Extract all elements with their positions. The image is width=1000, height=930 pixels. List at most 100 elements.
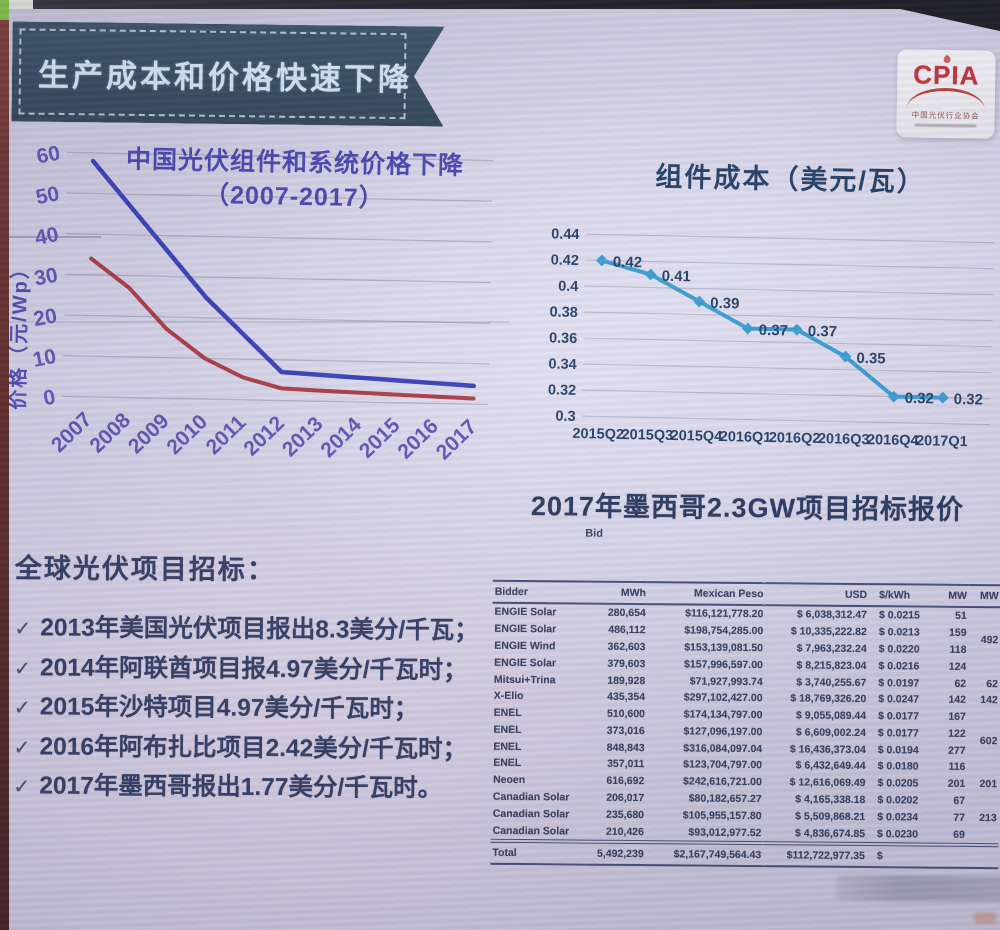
merged-mw-value: 602 (979, 734, 998, 747)
header-cell: MWh (586, 581, 649, 605)
data-label: 0.32 (954, 391, 984, 409)
table-cell: 206,017 (606, 791, 645, 805)
series-line (89, 256, 476, 401)
y-tick-label: 0.3 (555, 409, 576, 425)
table-cell: 116 (948, 761, 966, 774)
table-cell: 616,692 (606, 774, 645, 788)
table-cell: 357,011 (607, 758, 645, 771)
table-cell: $ 7,963,232.24 (796, 642, 867, 656)
table-cell: $ 16,436,373.04 (789, 743, 866, 756)
y-tick-label: 50 (34, 182, 61, 209)
y-tick-label: 0.34 (548, 356, 577, 373)
y-tick-label: 60 (35, 142, 62, 169)
list-item-text: 2016年阿布扎比项目2.42美分/千瓦时； (39, 732, 468, 763)
data-label: 0.32 (905, 390, 935, 408)
x-tick-label: 2007 (47, 408, 97, 457)
table-cell: $ 0.0247 (878, 693, 920, 706)
list-item-text: 2017年墨西哥报出1.77美分/千瓦时。 (39, 772, 443, 803)
module-cost-chart: 组件成本（美元/瓦） 0.3 0.32 0.34 0.36 0.38 0.4 0.42 0.44… (535, 143, 1000, 468)
x-tick-label: 2015 (355, 414, 405, 463)
table-cell: 235,680 (606, 808, 645, 821)
module-cost-chart-svg: 组件成本（美元/瓦） 0.3 0.32 0.34 0.36 0.38 0.4 0.42 0.44… (548, 161, 995, 450)
table-cell: $105,955,157.80 (682, 809, 762, 822)
table-cell: $ 0.0194 (877, 743, 919, 757)
y-tick-label: 30 (32, 264, 59, 291)
y-tick-label: 0 (41, 386, 57, 411)
table-cell: 51 (955, 610, 967, 623)
total-cell: $112,722,977.35 (763, 843, 867, 867)
series-line (90, 158, 477, 389)
table-cell: $ 12,616,069.49 (789, 776, 866, 790)
data-label: 0.41 (662, 268, 692, 286)
gridline (583, 337, 993, 348)
check-icon: ✓ (14, 618, 32, 641)
table-cell: 142 (980, 694, 998, 707)
list-item: ✓ 2015年沙特项目4.97美分/千瓦时； (14, 688, 519, 731)
total-row: Total 5,492,239 $2,167,749,564.43 $112,722,… (490, 840, 999, 869)
x-tick-label: 2013 (278, 412, 328, 461)
check-icon: ✓ (13, 776, 31, 799)
y-tick-label: 0.4 (558, 279, 579, 295)
data-marker (595, 254, 608, 267)
bid-table: Bidder MWh Mexican Peso USD $/kWh MW MW ENGIE … (490, 580, 1000, 869)
data-marker (644, 268, 657, 281)
bid-column-label: Bid (585, 527, 604, 540)
data-label: 0.39 (710, 295, 740, 313)
title-banner: 生产成本和价格快速下降 (11, 21, 444, 126)
data-marker (936, 391, 949, 404)
gridline (65, 233, 492, 243)
tender-list: ✓ 2013年美国光伏项目报出8.3美分/千瓦； ✓ 2014年阿联酋项目报4.97美… (13, 609, 519, 810)
table-cell (968, 658, 1000, 675)
table-cell: 848,843 (606, 741, 645, 754)
table-cell: $ 4,836,674.85 (794, 826, 866, 840)
gridline (62, 395, 489, 406)
table-cell: $ 10,335,222.82 (790, 625, 867, 639)
table-cell: $ 8,215,823.04 (796, 659, 867, 672)
data-label: 0.37 (808, 323, 838, 341)
watermark-blur (836, 874, 1000, 903)
china-price-chart-svg: 0 10 20 30 40 50 60 价格（元/Wp） 中国光伏组件和系统价格下降（2007-… (5, 142, 494, 464)
x-tick-label: 2017Q1 (916, 433, 968, 450)
x-tick-label: 2016Q2 (769, 430, 821, 447)
gridline (582, 363, 992, 374)
total-cell: $ (866, 843, 932, 868)
total-cell (931, 844, 967, 868)
table-cell (968, 709, 1000, 726)
table-cell: ENGIE Solar (494, 622, 557, 636)
table-cell: 510,600 (606, 707, 645, 721)
table-cell: $157,996,597.00 (684, 658, 763, 671)
table-cell: ENEL (493, 740, 522, 753)
header-cell: $/kWh (869, 584, 935, 607)
table-cell: 201 (979, 778, 998, 791)
chart-title: 组件成本（美元/瓦） (655, 161, 926, 198)
table-title: 2017年墨西哥2.3GW项目招标报价 (530, 491, 965, 525)
table-cell: $ 6,038,312.47 (796, 608, 868, 622)
table-cell: $ 0.0197 (878, 676, 920, 690)
x-tick-label: 2015Q3 (621, 427, 673, 444)
page-title: 生产成本和价格快速下降 (37, 57, 413, 97)
cpia-english-line (914, 123, 977, 128)
y-tick-label: 0.36 (549, 330, 578, 347)
table-cell: $297,102,427.00 (683, 691, 763, 705)
x-tick-label: 2012 (239, 412, 289, 461)
x-tick-label: 2017 (432, 415, 482, 464)
table-cell: Mitsui+Trina (493, 673, 556, 686)
table-cell: $316,084,097.04 (683, 742, 763, 755)
table-cell: 189,928 (607, 674, 646, 687)
table-cell: $ 0.0177 (877, 727, 919, 740)
header-cell: Bidder (492, 580, 587, 604)
table-cell: ENEL (493, 757, 522, 770)
mexico-bid-table-section: 2017年墨西哥2.3GW项目招标报价 Bid Bidder MWh Mexican… (490, 484, 1000, 903)
table-cell: $ 0.0215 (878, 609, 920, 622)
table-cell: Canadian Solar (492, 807, 570, 821)
x-tick-label: 2016Q4 (867, 432, 919, 449)
y-tick-label: 10 (31, 345, 58, 372)
data-label: 0.42 (613, 254, 643, 272)
tender-heading: 全球光伏项目招标： (14, 553, 276, 586)
table-cell: $ 0.0220 (878, 643, 920, 656)
table-cell: $ 0.0234 (877, 810, 919, 824)
table-cell: 277 (947, 744, 966, 757)
data-label: 0.37 (759, 322, 789, 340)
table-cell: 379,603 (607, 657, 646, 670)
